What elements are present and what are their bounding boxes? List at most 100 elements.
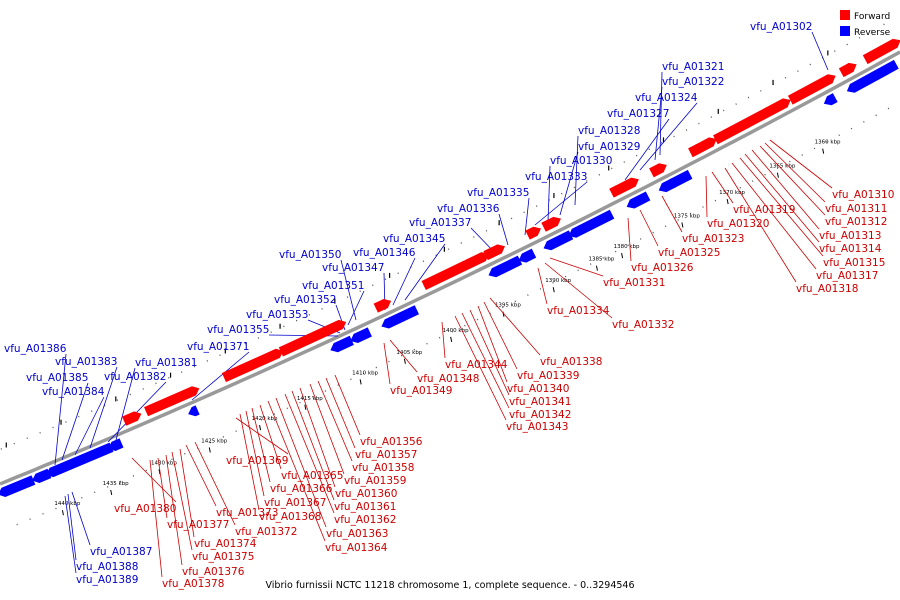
forward-gene-label: vfu_A01366	[270, 483, 333, 495]
reverse-gene-label: vfu_A01337	[409, 217, 471, 229]
reverse-gene-label: vfu_A01384	[42, 386, 105, 398]
reverse-gene-label: vfu_A01302	[750, 21, 812, 33]
reverse-leader-line	[191, 351, 250, 401]
forward-gene-label: vfu_A01312	[825, 216, 887, 228]
forward-gene-label: vfu_A01356	[360, 436, 423, 448]
kbp-tick-label: 1430 kbp	[151, 460, 177, 466]
forward-gene-label: vfu_A01311	[825, 203, 887, 215]
reverse-leader-line	[71, 491, 91, 546]
forward-leader-line	[284, 393, 335, 514]
legend-reverse-swatch	[840, 26, 850, 36]
reverse-gene-arrow	[823, 93, 838, 106]
kbp-tick-label: 1375 kbp	[674, 213, 700, 219]
forward-gene-label: vfu_A01357	[355, 449, 417, 461]
forward-gene-label: vfu_A01320	[707, 218, 769, 230]
forward-gene-label: vfu_A01376	[182, 566, 245, 578]
forward-leader-line	[245, 410, 265, 497]
forward-gene-label: vfu_A01326	[631, 262, 694, 274]
forward-gene-label: vfu_A01359	[344, 475, 406, 487]
reverse-gene-arrow	[188, 405, 200, 417]
reverse-gene-label: vfu_A01386	[4, 343, 67, 355]
reverse-leader-line	[559, 151, 579, 216]
reverse-gene-label: vfu_A01371	[187, 341, 249, 353]
forward-leader-line	[724, 167, 797, 283]
reverse-gene-label: vfu_A01388	[76, 561, 138, 573]
forward-gene-arrow	[144, 386, 200, 417]
tick-layer: 1360 kbp 1365 kbp 1370 kbp 1375 kbp 1380 kbp…	[5, 50, 841, 516]
reverse-gene-label: vfu_A01336	[437, 203, 500, 215]
forward-leader-line	[235, 417, 289, 455]
forward-gene-label: vfu_A01319	[733, 204, 795, 216]
reverse-gene-arrow	[543, 230, 574, 251]
forward-gene-label: vfu_A01339	[517, 370, 579, 382]
forward-leader-line	[489, 297, 541, 356]
forward-gene-label: vfu_A01377	[167, 519, 229, 531]
reverse-gene-label: vfu_A01381	[135, 357, 197, 369]
kbp-tick	[822, 148, 825, 154]
kbp-tick	[681, 222, 684, 228]
kbp-tick-label: 1435 kbp	[103, 481, 129, 487]
reverse-leader-line	[624, 118, 670, 181]
kbp-tick	[450, 336, 453, 342]
reverse-gene-label: vfu_A01382	[104, 371, 166, 383]
forward-gene-arrow	[525, 226, 541, 240]
reverse-gene-label: vfu_A01389	[76, 574, 138, 586]
forward-leader-line	[275, 397, 327, 528]
kbp-tick	[552, 287, 555, 293]
forward-gene-arrow	[541, 216, 561, 232]
forward-gene-arrow	[421, 252, 490, 291]
reverse-gene-arrow	[330, 335, 354, 353]
reverse-gene-label: vfu_A01330	[550, 155, 612, 167]
dotted-guide-track	[0, 23, 885, 451]
reverse-gene-label: vfu_A01387	[90, 546, 152, 558]
forward-gene-label: vfu_A01349	[390, 385, 452, 397]
forward-gene-label: vfu_A01369	[226, 455, 288, 467]
forward-leader-line	[131, 457, 177, 503]
kbp-tick	[208, 447, 211, 453]
reverse-leader-line	[89, 366, 118, 449]
forward-gene-label: vfu_A01323	[682, 233, 744, 245]
forward-leader-line	[291, 390, 335, 501]
kbp-tick-label: 1400 kbp	[443, 328, 469, 334]
reverse-leader-line	[54, 353, 67, 466]
forward-gene-label: vfu_A01342	[509, 409, 571, 421]
kbp-tick	[359, 379, 362, 385]
forward-leader-line	[179, 448, 195, 538]
kbp-tick-label: 1440 kbp	[54, 501, 80, 507]
forward-leader-line	[317, 380, 353, 462]
forward-gene-label: vfu_A01363	[326, 528, 388, 540]
reverse-gene-arrow	[32, 468, 52, 483]
kbp-tick	[726, 198, 729, 205]
kbp-tick-label: 1405 kbp	[396, 350, 422, 356]
forward-gene-label: vfu_A01315	[823, 257, 885, 269]
forward-leader-line	[769, 139, 833, 189]
forward-leader-line	[627, 217, 632, 262]
forward-leader-line	[731, 162, 817, 270]
reverse-gene-label: vfu_A01328	[578, 125, 640, 137]
kbp-tick	[403, 358, 406, 364]
reverse-gene-arrow	[108, 438, 124, 451]
forward-gene-label: vfu_A01364	[325, 542, 388, 554]
reverse-leader-line	[404, 243, 446, 301]
forward-gene-arrow	[233, 348, 284, 377]
reverse-gene-label: vfu_A01333	[525, 171, 587, 183]
legend-reverse-label: Reverse	[854, 28, 891, 38]
forward-gene-label: vfu_A01361	[334, 501, 396, 513]
kbp-tick	[621, 252, 624, 259]
reverse-leader-line	[639, 102, 698, 171]
forward-leader-line	[461, 312, 510, 409]
forward-gene-label: vfu_A01341	[509, 396, 571, 408]
forward-leader-line	[711, 171, 734, 204]
forward-gene-arrow	[278, 319, 347, 357]
reverse-leader-line	[524, 197, 530, 236]
map-caption: Vibrio furnissii NCTC 11218 chromosome 1…	[265, 580, 634, 591]
reverse-gene-label: vfu_A01322	[662, 76, 724, 88]
reverse-leader-line	[64, 495, 77, 574]
forward-gene-label: vfu_A01325	[658, 247, 720, 259]
forward-leader-line	[454, 315, 507, 421]
reverse-gene-label: vfu_A01353	[246, 309, 308, 321]
forward-gene-label: vfu_A01358	[352, 462, 414, 474]
reverse-leader-line	[659, 71, 663, 156]
forward-leader-line	[639, 209, 659, 247]
reverse-leader-line	[347, 290, 365, 326]
